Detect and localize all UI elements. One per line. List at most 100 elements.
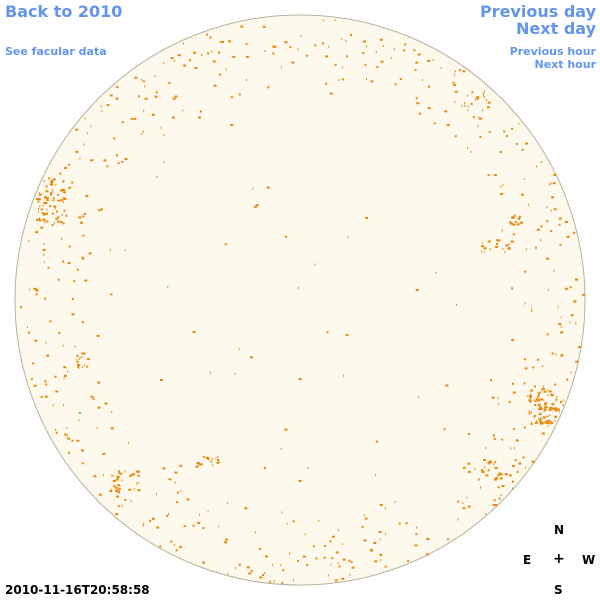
facula-mark xyxy=(114,489,117,492)
facula-mark xyxy=(106,104,110,107)
facula-mark xyxy=(151,113,155,116)
facula-mark xyxy=(62,260,65,263)
facula-mark xyxy=(51,223,54,226)
facula-mark xyxy=(63,404,64,407)
facula-mark xyxy=(76,439,80,442)
facula-mark xyxy=(71,181,74,184)
facula-mark xyxy=(546,415,549,418)
facula-mark xyxy=(202,456,205,459)
see-facular-data-link[interactable]: See facular data xyxy=(5,45,107,58)
facula-mark xyxy=(82,234,85,237)
facula-mark xyxy=(111,474,113,477)
facula-mark xyxy=(378,531,382,533)
facula-mark xyxy=(79,221,83,224)
facula-mark xyxy=(245,55,249,58)
facula-mark xyxy=(447,538,450,541)
facula-mark xyxy=(575,322,577,325)
facula-mark xyxy=(45,185,48,188)
facula-mark xyxy=(513,428,516,431)
facula-mark xyxy=(246,79,247,81)
facula-mark xyxy=(481,245,485,248)
facula-mark xyxy=(46,199,49,202)
facula-mark xyxy=(292,520,295,523)
facula-mark xyxy=(478,116,480,119)
facula-mark xyxy=(225,68,227,71)
facula-mark xyxy=(50,183,54,186)
facula-mark xyxy=(415,288,419,291)
facula-mark xyxy=(470,103,473,105)
facula-mark xyxy=(64,433,68,436)
facula-mark xyxy=(495,504,498,507)
facula-mark xyxy=(117,484,121,487)
facula-mark xyxy=(478,478,480,481)
facula-mark xyxy=(44,202,46,205)
facula-mark xyxy=(489,460,493,463)
facula-mark xyxy=(57,278,60,281)
facula-mark xyxy=(538,413,542,416)
facula-mark xyxy=(487,240,491,243)
facula-mark xyxy=(137,474,140,477)
facula-mark xyxy=(338,565,341,568)
facula-mark xyxy=(454,135,457,138)
facula-mark xyxy=(117,470,120,473)
facula-mark xyxy=(531,460,535,463)
facula-mark xyxy=(43,243,45,246)
facula-mark xyxy=(334,19,336,22)
facula-mark xyxy=(508,243,510,246)
next-day-link[interactable]: Next day xyxy=(516,19,596,38)
facula-mark xyxy=(487,101,491,104)
facula-mark xyxy=(79,356,81,359)
facula-mark xyxy=(82,255,84,258)
facula-mark xyxy=(272,52,275,55)
facula-mark xyxy=(558,323,562,326)
facula-mark xyxy=(524,358,527,361)
facula-mark xyxy=(262,574,264,576)
facula-mark xyxy=(92,397,95,400)
facula-mark xyxy=(556,408,560,411)
facula-mark xyxy=(115,513,119,516)
facula-mark xyxy=(68,245,71,248)
facula-mark xyxy=(546,422,550,424)
facula-mark xyxy=(133,117,137,120)
facula-mark xyxy=(480,486,481,489)
facula-mark xyxy=(537,403,541,406)
facula-mark xyxy=(537,394,540,396)
facula-mark xyxy=(166,514,169,517)
facula-mark xyxy=(501,438,504,441)
next-hour-link[interactable]: Next hour xyxy=(534,58,597,71)
facula-mark xyxy=(445,384,449,387)
facula-mark xyxy=(536,165,537,168)
facula-mark xyxy=(280,564,282,567)
previous-day-link[interactable]: Previous day xyxy=(479,2,596,21)
facula-mark xyxy=(201,53,203,56)
facula-mark xyxy=(45,197,49,200)
facula-mark xyxy=(515,439,519,442)
facula-mark xyxy=(196,462,200,465)
facula-mark xyxy=(176,491,179,494)
facula-mark xyxy=(341,78,344,81)
facula-mark xyxy=(175,501,178,504)
facula-mark xyxy=(467,462,471,465)
facula-mark xyxy=(305,54,308,57)
previous-hour-link[interactable]: Previous hour xyxy=(509,45,596,58)
facula-mark xyxy=(170,57,174,60)
facula-mark xyxy=(569,321,571,324)
facula-mark xyxy=(498,239,501,242)
facula-mark xyxy=(538,406,542,409)
facula-mark xyxy=(234,372,236,375)
facula-mark xyxy=(174,95,178,98)
facula-mark xyxy=(55,183,57,186)
facula-mark xyxy=(102,452,106,455)
facula-mark xyxy=(518,122,520,125)
facula-mark xyxy=(351,566,355,569)
facula-mark xyxy=(53,221,55,224)
facula-mark xyxy=(177,54,181,57)
facula-mark xyxy=(462,507,466,510)
facula-mark xyxy=(399,78,402,80)
facula-mark xyxy=(168,82,171,84)
facula-mark xyxy=(210,460,212,463)
facula-mark xyxy=(562,399,564,402)
facula-mark xyxy=(43,180,45,183)
back-to-year-link[interactable]: Back to 2010 xyxy=(5,2,123,21)
facula-mark xyxy=(109,94,113,97)
